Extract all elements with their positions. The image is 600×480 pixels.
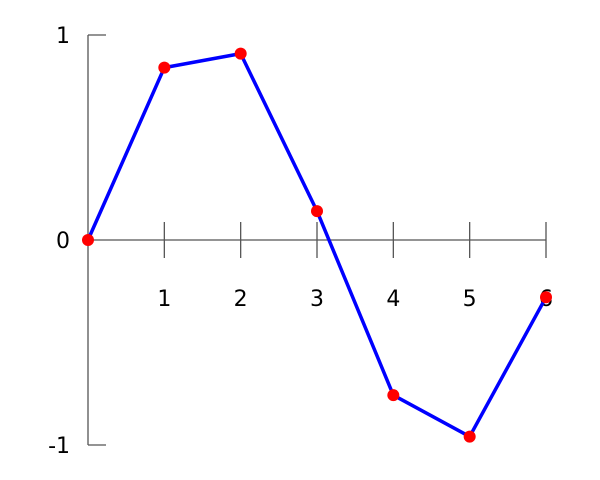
x-tick-label: 2 bbox=[234, 287, 248, 312]
data-point bbox=[387, 389, 400, 402]
x-tick-label: 1 bbox=[157, 287, 171, 312]
data-point bbox=[463, 430, 476, 443]
data-point bbox=[82, 234, 94, 246]
data-point bbox=[234, 47, 247, 60]
y-tick-label: -1 bbox=[48, 434, 70, 459]
data-point bbox=[158, 61, 171, 74]
y-tick-label: 1 bbox=[56, 24, 70, 49]
data-point bbox=[540, 291, 552, 304]
x-tick-label: 3 bbox=[310, 287, 324, 312]
data-point bbox=[311, 205, 323, 218]
y-tick-label: 0 bbox=[56, 229, 70, 254]
x-tick-label: 5 bbox=[463, 287, 477, 312]
x-tick-label: 4 bbox=[386, 287, 400, 312]
